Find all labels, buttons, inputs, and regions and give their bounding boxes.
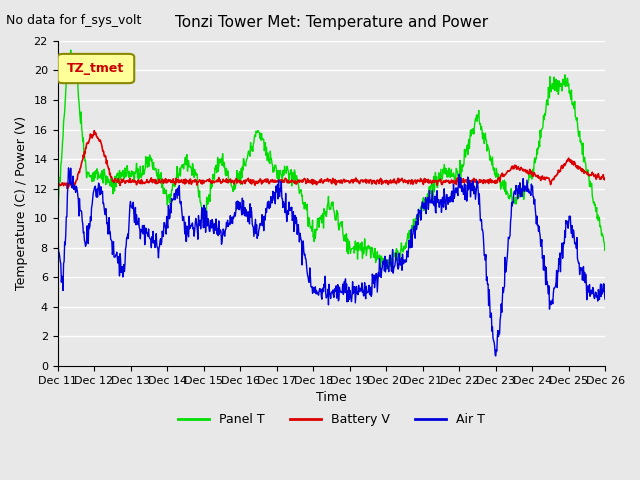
Panel T: [54, 207, 61, 213]
Panel T: [431, 181, 438, 187]
Legend: Panel T, Battery V, Air T: Panel T, Battery V, Air T: [173, 408, 490, 431]
Text: TZ_tmet: TZ_tmet: [67, 62, 125, 75]
Battery V: [492, 178, 500, 183]
Line: Air T: Air T: [58, 168, 605, 356]
Air T: [602, 297, 609, 303]
Air T: [110, 254, 118, 260]
Panel T: [67, 47, 74, 53]
X-axis label: Time: Time: [316, 391, 347, 404]
Air T: [492, 353, 500, 359]
Battery V: [276, 180, 284, 185]
Panel T: [276, 169, 284, 175]
Battery V: [54, 183, 61, 189]
Battery V: [431, 179, 438, 185]
Battery V: [111, 176, 118, 182]
Panel T: [110, 179, 118, 185]
Air T: [276, 193, 284, 199]
Panel T: [602, 246, 609, 252]
Y-axis label: Temperature (C) / Power (V): Temperature (C) / Power (V): [15, 116, 28, 290]
Battery V: [296, 177, 304, 183]
Line: Panel T: Panel T: [58, 50, 605, 271]
FancyBboxPatch shape: [58, 54, 134, 83]
Battery V: [482, 178, 490, 184]
Air T: [54, 234, 61, 240]
Air T: [431, 203, 438, 209]
Air T: [481, 257, 489, 263]
Battery V: [602, 176, 609, 181]
Panel T: [296, 191, 303, 196]
Panel T: [482, 136, 490, 142]
Line: Battery V: Battery V: [58, 131, 605, 189]
Panel T: [492, 174, 500, 180]
Title: Tonzi Tower Met: Temperature and Power: Tonzi Tower Met: Temperature and Power: [175, 15, 488, 30]
Battery V: [63, 186, 71, 192]
Panel T: [377, 268, 385, 274]
Air T: [296, 239, 303, 245]
Battery V: [90, 128, 98, 133]
Air T: [65, 165, 72, 171]
Text: No data for f_sys_volt: No data for f_sys_volt: [6, 14, 142, 27]
Air T: [492, 352, 499, 358]
